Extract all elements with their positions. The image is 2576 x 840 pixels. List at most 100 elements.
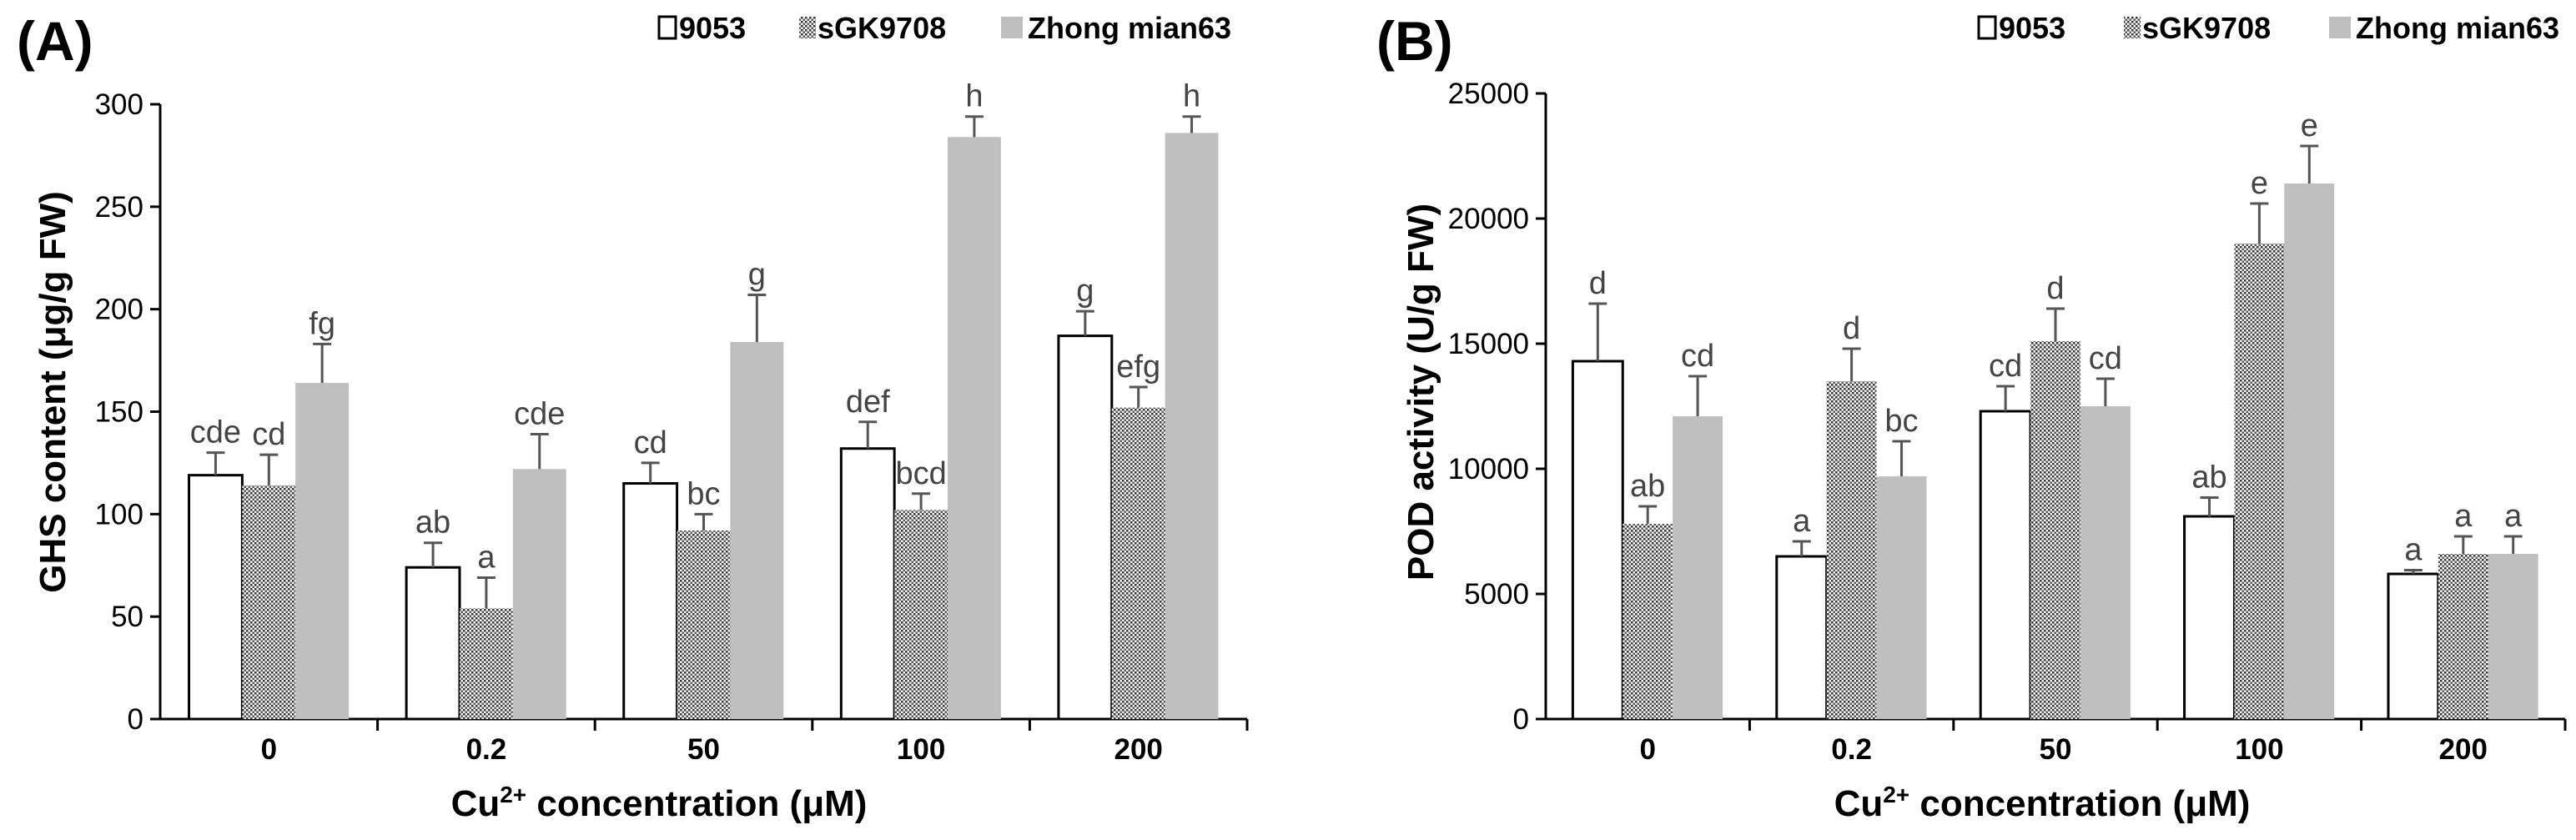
legend-swatch-zhong-mian63 <box>1001 17 1023 38</box>
panel-b-bar-9053 <box>2183 515 2236 721</box>
panel-b-significance-label: ab <box>2191 460 2226 495</box>
panel-a-category-label: 200 <box>1114 733 1162 766</box>
panel-b-bar-zhong-mian63 <box>1673 416 1723 719</box>
panel-a-label: (A) <box>17 10 93 72</box>
panel-a-bar-zhong-mian63 <box>512 469 566 719</box>
panel-a-bar-zhong-mian63 <box>948 137 1001 720</box>
panel-a-xlabel: Cu2+ concentration (μM) <box>451 782 868 824</box>
legend-label-sgk9708: sGK9708 <box>2142 11 2271 45</box>
panel-b-significance-label: a <box>2454 499 2473 534</box>
panel-b-ytick-label: 0 <box>1513 703 1529 736</box>
panel-a-ylabel: GHS content (μg/g FW) <box>33 191 73 593</box>
panel-b-significance-label: a <box>2404 533 2423 568</box>
panel-a-significance-label: ab <box>415 506 450 541</box>
panel-b-significance-label: e <box>2251 166 2268 201</box>
panel-b: (B) POD activity (U/g FW) Cu2+ concentra… <box>1376 10 2567 824</box>
panel-a-ytick-label: 0 <box>128 703 143 736</box>
panel-a-significance-label: g <box>1076 274 1094 309</box>
panel-b-category-label: 100 <box>2235 733 2283 766</box>
panel-b-category-label: 0.2 <box>1831 733 1872 766</box>
panel-b-ylabel: POD activity (U/g FW) <box>1401 204 1441 581</box>
panel-b-ytick-label: 10000 <box>1448 453 1529 485</box>
panel-b-label: (B) <box>1376 10 1453 72</box>
panel-b-bar-9053 <box>2387 572 2440 721</box>
panel-b-ytick-label: 25000 <box>1448 78 1529 110</box>
panel-b-category-label: 0 <box>1639 733 1655 766</box>
panel-b-bar-sgk9708 <box>2234 244 2285 719</box>
panel-a-ytick-label: 50 <box>111 601 143 633</box>
panel-b-significance-label: cd <box>1989 349 2022 384</box>
panel-a-ytick-label: 250 <box>95 191 143 224</box>
panel-a-ytick-label: 200 <box>95 294 143 326</box>
panel-b-xlabel: Cu2+ concentration (μM) <box>1834 782 2251 824</box>
panel-a-bar-sgk9708 <box>1111 407 1165 719</box>
panel-b-significance-label: d <box>1843 311 1860 346</box>
panel-b-bar-zhong-mian63 <box>2488 554 2538 719</box>
panel-a-ytick-label: 100 <box>95 498 143 531</box>
panel-b-ytick-label: 5000 <box>1464 578 1529 611</box>
panel-b-significance-label: a <box>2504 499 2523 534</box>
panel-a-significance-label: bcd <box>895 456 946 491</box>
panel-a-ytick-label: 300 <box>95 88 143 121</box>
panel-a-category-label: 50 <box>687 733 720 766</box>
panel-b-bar-zhong-mian63 <box>1876 476 1927 719</box>
panel-a-significance-label: cde <box>190 415 241 450</box>
legend-label-zhong-mian63: Zhong mian63 <box>2356 11 2559 45</box>
panel-a-significance-label: def <box>846 385 890 420</box>
panel-b-ytick-label: 15000 <box>1448 328 1529 360</box>
panel-b-significance-label: cd <box>1681 339 1714 374</box>
panel-b-significance-label: ab <box>1630 469 1665 504</box>
panel-a-bar-sgk9708 <box>242 485 296 719</box>
panel-b-bar-sgk9708 <box>1826 381 1877 719</box>
legend-label-9053: 9053 <box>1999 11 2065 45</box>
panel-b-category-label: 200 <box>2439 733 2488 766</box>
panel-a-category-label: 0.2 <box>466 733 507 766</box>
legend-swatch-sgk9708 <box>2124 17 2141 38</box>
panel-a: (A) GHS content (μg/g FW) Cu2+ concentra… <box>17 10 1249 824</box>
panel-a-bar-zhong-mian63 <box>295 383 350 719</box>
panel-b-significance-label: cd <box>2089 341 2122 376</box>
panel-a-category-label: 0 <box>261 733 277 766</box>
panel-a-bar-sgk9708 <box>894 510 948 719</box>
panel-b-bar-9053 <box>1979 410 2032 721</box>
panel-a-category-label: 100 <box>897 733 945 766</box>
panel-a-significance-label: cd <box>634 425 667 460</box>
panel-a-significance-label: h <box>965 79 983 114</box>
panel-a-bar-9053 <box>405 566 461 721</box>
legend-swatch-zhong-mian63 <box>2329 17 2351 38</box>
panel-b-significance-label: a <box>1793 504 1811 539</box>
panel-a-bar-9053 <box>188 474 244 721</box>
panel-b-significance-label: e <box>2301 108 2318 143</box>
panel-a-significance-label: cde <box>514 397 565 432</box>
panel-b-significance-label: d <box>1589 266 1607 301</box>
panel-b-bar-sgk9708 <box>1623 524 1673 719</box>
legend-label-sgk9708: sGK9708 <box>818 11 946 45</box>
panel-b-bar-sgk9708 <box>2030 341 2080 719</box>
panel-a-bar-zhong-mian63 <box>1165 133 1219 720</box>
panel-b-bar-9053 <box>1775 555 1829 721</box>
panel-a-bar-9053 <box>1057 334 1114 721</box>
panel-b-significance-label: bc <box>1884 404 1918 439</box>
panel-b-bar-9053 <box>1571 360 1624 721</box>
panel-a-legend: 9053 sGK9708 Zhong mian63 <box>657 11 1231 45</box>
legend-swatch-9053 <box>657 15 677 40</box>
panel-a-bar-zhong-mian63 <box>730 341 784 719</box>
panel-a-significance-label: efg <box>1116 350 1160 385</box>
panel-b-category-label: 50 <box>2040 733 2072 766</box>
panel-b-legend: 9053 sGK9708 Zhong mian63 <box>1977 11 2559 45</box>
panel-a-significance-label: g <box>748 257 766 292</box>
panel-a-bar-9053 <box>839 447 896 721</box>
panel-b-bar-sgk9708 <box>2438 554 2488 719</box>
panel-b-bar-zhong-mian63 <box>2284 184 2335 719</box>
panel-a-significance-label: bc <box>687 476 720 511</box>
panel-a-significance-label: a <box>477 540 496 575</box>
legend-swatch-9053 <box>1977 15 1997 40</box>
legend-swatch-sgk9708 <box>799 17 816 38</box>
legend-label-zhong-mian63: Zhong mian63 <box>1028 11 1231 45</box>
panel-b-bar-zhong-mian63 <box>2080 406 2131 719</box>
panel-a-bar-sgk9708 <box>459 608 513 719</box>
panel-a-bar-sgk9708 <box>677 530 731 719</box>
panel-a-significance-label: cd <box>252 417 285 452</box>
panel-a-ytick-label: 150 <box>95 396 143 429</box>
